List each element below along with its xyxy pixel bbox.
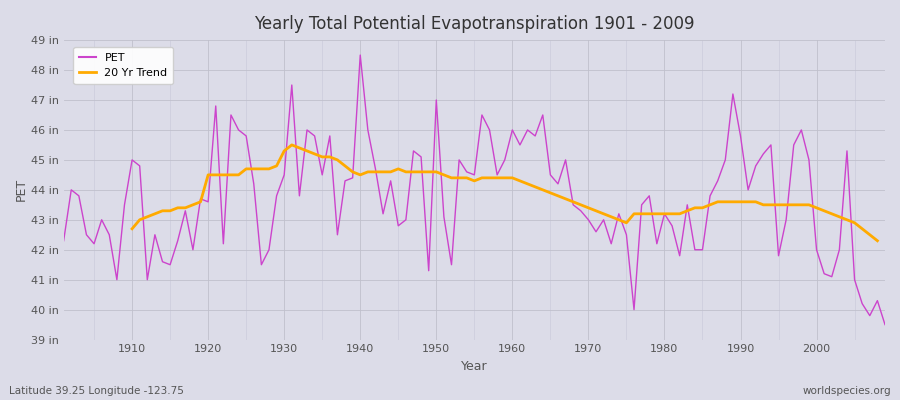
Title: Yearly Total Potential Evapotranspiration 1901 - 2009: Yearly Total Potential Evapotranspiratio… xyxy=(254,15,695,33)
PET xyxy=(515,142,526,147)
Legend: PET, 20 Yr Trend: PET, 20 Yr Trend xyxy=(73,47,173,84)
20 Yr Trend xyxy=(332,158,343,162)
Y-axis label: PET: PET xyxy=(15,178,28,202)
Line: PET: PET xyxy=(64,55,885,325)
20 Yr Trend xyxy=(286,142,297,147)
PET xyxy=(606,241,616,246)
PET xyxy=(286,83,297,88)
20 Yr Trend xyxy=(507,176,517,180)
PET xyxy=(355,53,365,58)
20 Yr Trend xyxy=(720,200,731,204)
20 Yr Trend xyxy=(530,184,541,189)
PET xyxy=(879,322,890,327)
20 Yr Trend xyxy=(872,238,883,243)
PET xyxy=(332,232,343,237)
PET xyxy=(507,128,517,132)
20 Yr Trend xyxy=(310,152,320,156)
20 Yr Trend xyxy=(127,226,138,231)
PET xyxy=(58,238,69,243)
Text: worldspecies.org: worldspecies.org xyxy=(803,386,891,396)
Text: Latitude 39.25 Longitude -123.75: Latitude 39.25 Longitude -123.75 xyxy=(9,386,184,396)
Line: 20 Yr Trend: 20 Yr Trend xyxy=(132,145,877,241)
PET xyxy=(119,202,130,207)
20 Yr Trend xyxy=(363,170,374,174)
X-axis label: Year: Year xyxy=(461,360,488,373)
